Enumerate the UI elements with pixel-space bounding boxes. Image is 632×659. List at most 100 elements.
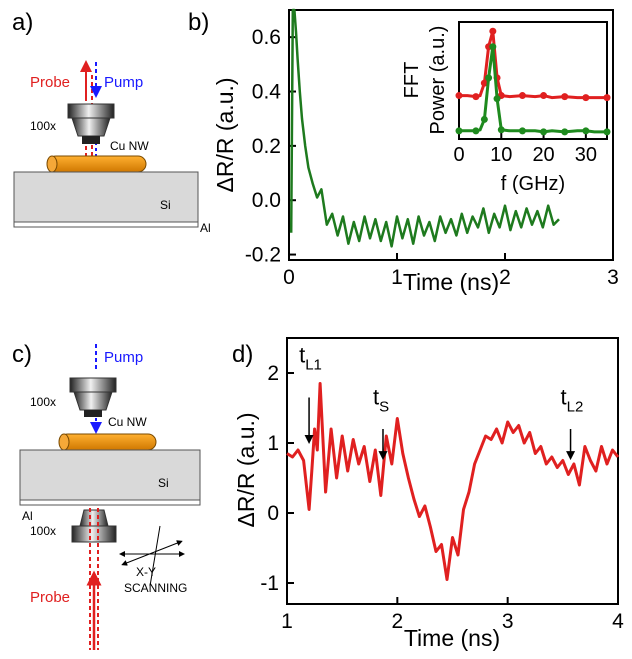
inset-xtick-label: 30 bbox=[575, 144, 597, 166]
nanowire-icon bbox=[47, 155, 147, 173]
objective-tip-icon bbox=[82, 136, 100, 144]
panel-c-schematic: c) Pump 100x Cu NW Si Al 100x Probe X-Y … bbox=[12, 341, 201, 650]
probe-label-c: Probe bbox=[30, 589, 70, 606]
wire-label: Cu NW bbox=[110, 139, 149, 153]
coating-label-c: Al bbox=[22, 509, 33, 523]
b-xtick-label: 2 bbox=[499, 266, 511, 289]
objective-bottom-label-c: 100x bbox=[30, 524, 56, 538]
inset-ylabel: Power (a.u.) bbox=[427, 26, 449, 135]
chart-b: b) 0 1 2 3 -0.2 0.0 0.2 0.4 0.6 Time (ns) ΔR/R (… bbox=[188, 8, 619, 295]
inset-frame bbox=[458, 21, 608, 140]
d-ytick-label: 0 bbox=[267, 502, 279, 525]
inset-series-point bbox=[489, 27, 497, 35]
inset-xtick-label: 20 bbox=[532, 144, 554, 166]
inset-series-point bbox=[561, 93, 569, 101]
chart-d-xlabel: Time (ns) bbox=[404, 625, 500, 651]
panel-a-label: a) bbox=[12, 9, 33, 36]
nanowire-icon-c bbox=[59, 433, 157, 451]
panel-d-label: d) bbox=[232, 341, 253, 368]
inset-series-point bbox=[603, 94, 611, 102]
substrate-icon-c bbox=[19, 449, 201, 501]
objective-bottom-lens-icon bbox=[79, 509, 109, 527]
inset-series-point bbox=[480, 115, 488, 123]
inset-series-point bbox=[518, 127, 526, 135]
nanowire-end-icon-c bbox=[58, 433, 70, 451]
panel-b-label: b) bbox=[188, 9, 209, 36]
inset-series-point bbox=[582, 127, 590, 135]
d-ytick-label: -1 bbox=[260, 572, 279, 595]
inset-series-point bbox=[493, 95, 501, 103]
b-ytick-label: 0.2 bbox=[252, 135, 281, 158]
objective-bottom-body-icon bbox=[71, 525, 117, 543]
pump-label: Pump bbox=[104, 74, 143, 91]
b-xtick-label: 1 bbox=[391, 266, 403, 289]
chart-b-xlabel: Time (ns) bbox=[403, 269, 499, 295]
b-ytick-label: -0.2 bbox=[245, 244, 281, 267]
inset-series-point bbox=[455, 127, 463, 135]
inset-series-point bbox=[603, 128, 611, 136]
objective-tip-icon-c bbox=[84, 410, 102, 417]
inset-series-point bbox=[540, 92, 548, 100]
scan-axes-label: X-Y bbox=[136, 565, 156, 579]
inset-series-line bbox=[459, 46, 607, 134]
wire-label-c: Cu NW bbox=[108, 415, 147, 429]
b-xtick-label: 3 bbox=[607, 266, 619, 289]
d-ytick-label: 1 bbox=[267, 432, 279, 455]
nanowire-end-icon bbox=[46, 155, 58, 173]
scan-text-label: SCANNING bbox=[124, 581, 187, 595]
inset-xlabel: f (GHz) bbox=[501, 173, 565, 195]
d-series-line bbox=[286, 382, 620, 581]
panel-a-schematic: a) Probe Pump 100x Cu NW Si Al bbox=[12, 9, 211, 235]
chart-b-inset: 0 10 20 30 f (GHz) FFT Power (a.u.) bbox=[401, 21, 611, 195]
annotation-label: tL2 bbox=[561, 385, 584, 416]
inset-series-point bbox=[472, 127, 480, 135]
inset-series-point bbox=[472, 93, 480, 101]
inset-series-point bbox=[497, 126, 505, 134]
d-xtick-label: 3 bbox=[502, 610, 514, 633]
chart-b-ylabel: ΔR/R (a.u.) bbox=[212, 77, 238, 192]
inset-xtick-label: 10 bbox=[490, 144, 512, 166]
d-xtick-label: 2 bbox=[391, 610, 403, 633]
substrate-label-c: Si bbox=[158, 476, 169, 490]
inset-series-point bbox=[518, 92, 526, 100]
inset-series-line bbox=[459, 30, 607, 100]
inset-series-point bbox=[561, 128, 569, 136]
d-xtick-label: 4 bbox=[612, 610, 624, 633]
objective-lens-icon bbox=[71, 117, 111, 137]
inset-xtick-label: 0 bbox=[453, 144, 464, 166]
probe-label: Probe bbox=[30, 74, 70, 91]
annotation-label: tL1 bbox=[299, 343, 322, 374]
inset-series-point bbox=[480, 79, 488, 87]
objective-lens-icon-c bbox=[73, 391, 113, 411]
chart-d: d) 1 2 3 4 -1 0 1 2 tL1 tS tL2 Time (ns) ΔR/R (a.… bbox=[232, 337, 624, 651]
chart-b-frame bbox=[288, 9, 614, 261]
chart-d-ylabel: ΔR/R (a.u.) bbox=[233, 412, 259, 527]
b-ytick-label: 0.4 bbox=[252, 81, 282, 104]
al-layer-icon bbox=[13, 221, 199, 228]
panel-c-label: c) bbox=[12, 341, 32, 368]
scan-x-arrow-icon bbox=[121, 540, 183, 566]
substrate-icon bbox=[13, 171, 199, 223]
objective-top-label-c: 100x bbox=[30, 395, 56, 409]
substrate-label: Si bbox=[160, 198, 171, 212]
b-ytick-label: 0.6 bbox=[252, 26, 281, 49]
inset-ylabel-top: FFT bbox=[401, 62, 423, 99]
pump-label-c: Pump bbox=[104, 349, 143, 366]
objective-label: 100x bbox=[30, 119, 56, 133]
inset-series-point bbox=[455, 92, 463, 100]
al-layer-icon-c bbox=[19, 499, 201, 506]
coating-label: Al bbox=[200, 221, 211, 235]
objective-top-icon bbox=[67, 103, 115, 119]
objective-top-icon-c bbox=[69, 377, 117, 393]
annotation-label: tS bbox=[373, 385, 389, 416]
d-ytick-label: 2 bbox=[267, 362, 279, 385]
inset-series-point bbox=[489, 43, 497, 51]
d-xtick-label: 1 bbox=[281, 610, 293, 633]
inset-series-point bbox=[540, 128, 548, 136]
inset-series-point bbox=[582, 94, 590, 102]
b-ytick-label: 0.0 bbox=[252, 189, 281, 212]
b-series-line bbox=[289, 8, 560, 248]
inset-series-point bbox=[485, 74, 493, 82]
chart-d-frame bbox=[286, 337, 619, 605]
